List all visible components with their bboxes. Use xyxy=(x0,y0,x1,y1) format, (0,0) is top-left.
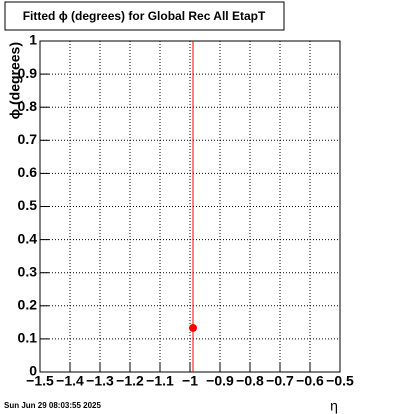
y-tick-label: 0.3 xyxy=(18,263,38,279)
y-tick-label: 0.2 xyxy=(18,297,38,313)
x-tick-label: −1.3 xyxy=(86,373,114,389)
x-axis-label: η xyxy=(330,398,338,414)
y-axis-label: ϕ (degrees) xyxy=(7,42,23,119)
x-tick-label: −1.5 xyxy=(26,373,54,389)
y-tick-label: 0.4 xyxy=(18,230,38,246)
y-tick-label: 0 xyxy=(29,363,37,379)
y-tick-label: 0.5 xyxy=(18,197,38,213)
x-tick-label: −0.9 xyxy=(206,373,234,389)
y-tick-label: 0.7 xyxy=(18,131,38,147)
x-tick-label: −0.6 xyxy=(296,373,324,389)
timestamp: Sun Jun 29 08:03:55 2025 xyxy=(4,401,101,410)
x-tick-label: −0.8 xyxy=(236,373,264,389)
y-tick-label: 0.8 xyxy=(18,98,38,114)
y-tick-label: 1 xyxy=(29,32,37,48)
title-box xyxy=(4,1,285,31)
data-point xyxy=(189,323,197,332)
y-tick-label: 0.1 xyxy=(18,330,38,346)
x-tick-label: −1.2 xyxy=(116,373,144,389)
chart-title: Fitted ϕ (degrees) for Global Rec All Et… xyxy=(23,9,266,23)
x-tick-label: −0.5 xyxy=(326,373,354,389)
x-tick-label: −1.1 xyxy=(146,373,174,389)
y-tick-label: 0.6 xyxy=(18,164,38,180)
x-tick-label: −1.4 xyxy=(56,373,84,389)
x-tick-label: −1 xyxy=(182,373,198,389)
y-tick-label: 0.9 xyxy=(18,65,38,81)
x-tick-label: −0.7 xyxy=(266,373,294,389)
